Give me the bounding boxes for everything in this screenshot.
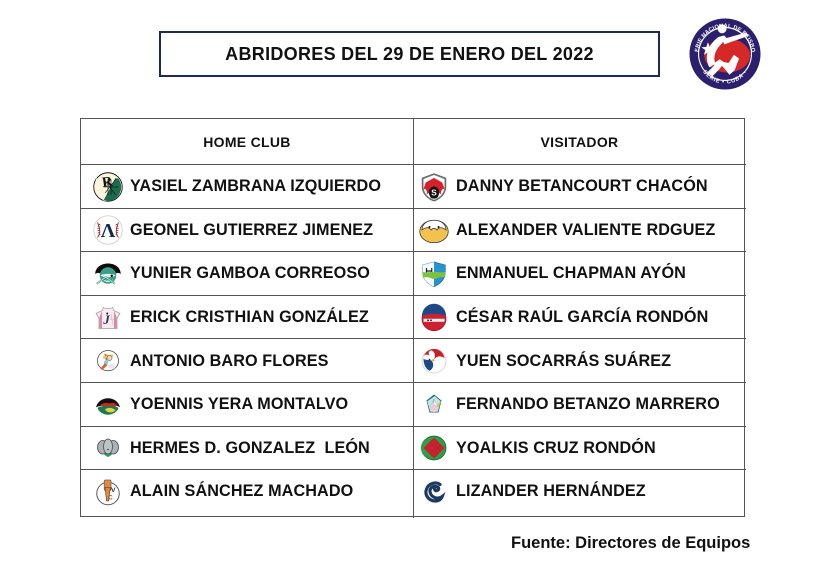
svg-text:V: V (110, 487, 115, 494)
svg-text:S: S (431, 188, 437, 197)
svg-text:C: C (107, 494, 112, 501)
svg-text:Λ: Λ (100, 220, 115, 242)
svg-text:J: J (102, 313, 110, 327)
